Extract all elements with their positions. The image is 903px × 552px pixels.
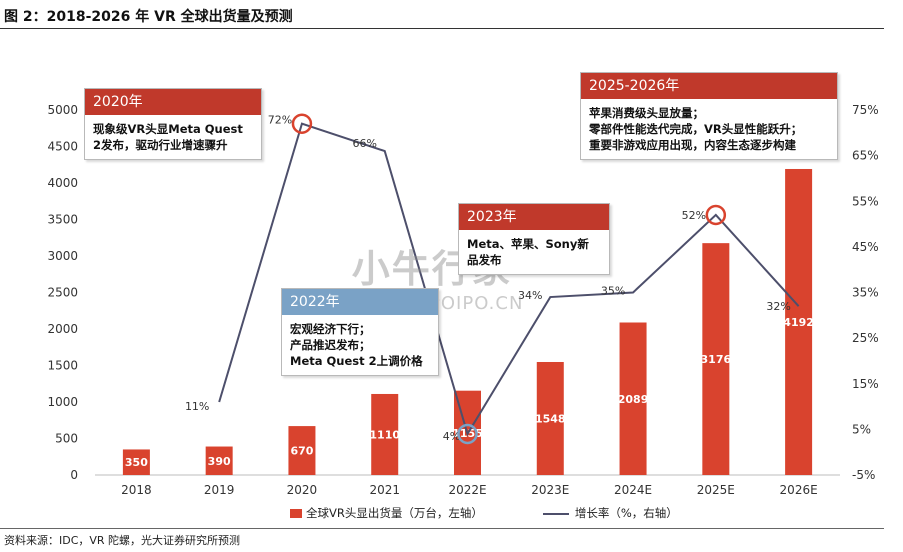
left-axis-tick-label: 5000 bbox=[47, 103, 78, 117]
bar-value-label: 3176 bbox=[701, 353, 732, 366]
x-axis-tick-label: 2023E bbox=[531, 483, 569, 497]
bar-value-label: 670 bbox=[290, 445, 313, 458]
bar bbox=[619, 322, 647, 475]
legend-bar-label: 全球VR头显出货量（万台，左轴） bbox=[306, 506, 483, 520]
left-axis-tick-label: 3500 bbox=[47, 213, 78, 227]
growth-value-label: 11% bbox=[185, 400, 209, 413]
growth-value-label: 35% bbox=[601, 285, 625, 298]
callout-2025-line: 零部件性能迭代完成，VR头显性能跃升； bbox=[589, 122, 803, 136]
bar bbox=[536, 361, 564, 475]
left-axis-tick-label: 1000 bbox=[47, 395, 78, 409]
left-axis-tick-label: 4000 bbox=[47, 176, 78, 190]
highlight-marker bbox=[291, 113, 313, 134]
growth-value-label: 72% bbox=[268, 114, 292, 127]
bar bbox=[122, 449, 150, 475]
bottom-rule bbox=[0, 528, 884, 529]
x-axis-tick-label: 2026E bbox=[780, 483, 818, 497]
growth-value-label: 66% bbox=[352, 137, 376, 150]
right-axis-tick-label: 65% bbox=[852, 149, 879, 163]
bar-value-label: 2089 bbox=[618, 393, 649, 406]
callout-2023-line: 品发布 bbox=[467, 253, 502, 267]
x-axis-tick-label: 2018 bbox=[121, 483, 152, 497]
x-axis-tick-label: 2021 bbox=[369, 483, 400, 497]
left-axis-tick-label: 1500 bbox=[47, 359, 78, 373]
highlight-markers bbox=[291, 113, 727, 445]
growth-value-label: 34% bbox=[518, 289, 542, 302]
right-axis-tick-label: 25% bbox=[852, 331, 879, 345]
callout-2023: 2023年 Meta、苹果、Sony新 品发布 bbox=[458, 203, 610, 275]
bar-value-label: 390 bbox=[208, 455, 231, 468]
callout-2020-line: 2发布，驱动行业增速骤升 bbox=[93, 138, 228, 152]
left-axis-tick-label: 3000 bbox=[47, 249, 78, 263]
callout-2022-title: 2022年 bbox=[282, 289, 438, 315]
x-axis-tick-label: 2025E bbox=[697, 483, 735, 497]
bar bbox=[785, 168, 813, 475]
highlight-marker bbox=[705, 204, 727, 226]
legend-line-label: 增长率（%，右轴） bbox=[574, 506, 678, 520]
right-axis-tick-label: 75% bbox=[852, 103, 879, 117]
right-axis-tick-label: -5% bbox=[852, 468, 875, 482]
callout-2025-2026: 2025-2026年 苹果消费级头显放量； 零部件性能迭代完成，VR头显性能跃升… bbox=[580, 72, 838, 160]
right-axis-tick-label: 45% bbox=[852, 240, 879, 254]
x-axis-labels: 2018 2019 2020 2021 2022E 2023E 2024E 2025E 2026… bbox=[121, 483, 818, 497]
callout-2022-body: 宏观经济下行； 产品推迟发布； Meta Quest 2上调价格 bbox=[282, 315, 438, 375]
legend-line-swatch bbox=[542, 512, 569, 515]
left-axis-tick-label: 4500 bbox=[47, 140, 78, 154]
top-rule bbox=[0, 28, 884, 29]
callout-2022-line: Meta Quest 2上调价格 bbox=[290, 354, 423, 368]
growth-value-label: 52% bbox=[682, 209, 706, 222]
callout-2023-body: Meta、苹果、Sony新 品发布 bbox=[459, 230, 609, 274]
growth-value-label: 32% bbox=[766, 300, 790, 313]
bar bbox=[702, 243, 730, 475]
callout-2020-title: 2020年 bbox=[85, 89, 261, 115]
callout-2025-title: 2025-2026年 bbox=[581, 73, 837, 99]
bar-value-label: 4192 bbox=[783, 316, 814, 329]
growth-line-series bbox=[218, 122, 800, 437]
left-axis-tick-label: 0 bbox=[70, 468, 78, 482]
bar bbox=[371, 393, 399, 475]
bar bbox=[288, 426, 316, 475]
callout-2022-line: 产品推迟发布； bbox=[290, 338, 371, 352]
bar-series bbox=[122, 168, 813, 475]
callout-2020-line: 现象级VR头显Meta Quest bbox=[93, 122, 243, 136]
callout-2025-line: 苹果消费级头显放量； bbox=[589, 106, 704, 120]
right-axis-tick-label: 35% bbox=[852, 286, 879, 300]
source-note: 资料来源：IDC，VR 陀螺，光大证券研究所预测 bbox=[4, 534, 241, 547]
highlight-marker bbox=[457, 423, 478, 445]
callout-2023-title: 2023年 bbox=[459, 204, 609, 230]
callout-2025-line: 重要非游戏应用出现，内容生态逐步构建 bbox=[589, 138, 796, 152]
callout-2020-body: 现象级VR头显Meta Quest 2发布，驱动行业增速骤升 bbox=[85, 115, 261, 159]
right-axis-tick-label: 15% bbox=[852, 377, 879, 391]
x-axis-tick-label: 2020 bbox=[287, 483, 318, 497]
legend: 全球VR头显出货量（万台，左轴） 增长率（%，右轴） bbox=[290, 505, 678, 521]
bar bbox=[205, 446, 233, 475]
callout-2022: 2022年 宏观经济下行； 产品推迟发布； Meta Quest 2上调价格 bbox=[281, 288, 439, 376]
callout-2022-line: 宏观经济下行； bbox=[290, 322, 371, 336]
left-axis-tick-label: 2500 bbox=[47, 286, 78, 300]
figure-title: 图 2：2018-2026 年 VR 全球出货量及预测 bbox=[4, 9, 293, 25]
left-axis-tick-label: 2000 bbox=[47, 322, 78, 336]
right-axis-ticks: -5% 5% 15% 25% 35% 45% 55% 65% 75% bbox=[852, 103, 879, 482]
callout-2025-body: 苹果消费级头显放量； 零部件性能迭代完成，VR头显性能跃升； 重要非游戏应用出现… bbox=[581, 99, 837, 159]
callout-2023-line: Meta、苹果、Sony新 bbox=[467, 237, 589, 251]
growth-line bbox=[218, 122, 800, 437]
x-axis-tick-label: 2024E bbox=[614, 483, 652, 497]
growth-value-label: 4% bbox=[443, 430, 460, 443]
right-axis-tick-label: 55% bbox=[852, 194, 879, 208]
left-axis-tick-label: 500 bbox=[55, 432, 78, 446]
right-axis-tick-label: 5% bbox=[852, 422, 871, 436]
bar-value-label: 350 bbox=[125, 456, 148, 469]
bar-value-label: 1548 bbox=[535, 412, 566, 425]
x-axis-tick-label: 2022E bbox=[448, 483, 486, 497]
callout-2020: 2020年 现象级VR头显Meta Quest 2发布，驱动行业增速骤升 bbox=[84, 88, 262, 160]
left-axis-ticks: 0 500 1000 1500 2000 2500 3000 3500 4000 4500 5000 bbox=[47, 103, 78, 482]
legend-bar-swatch bbox=[290, 509, 302, 518]
x-axis-tick-label: 2019 bbox=[204, 483, 235, 497]
bar-value-label: 1110 bbox=[369, 428, 400, 441]
growth-value-labels: 11% 72% 66% 4% 34% 35% 52% 32% bbox=[185, 114, 791, 443]
